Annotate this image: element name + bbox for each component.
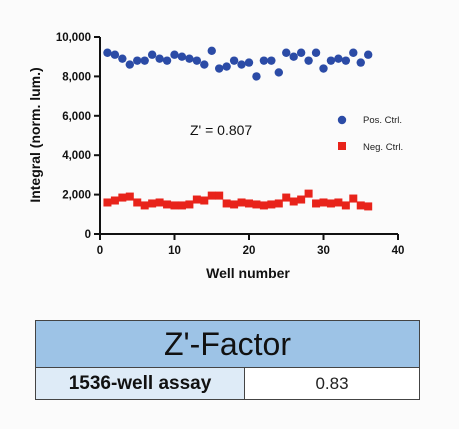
neg-ctrl-point (245, 199, 253, 208)
neg-ctrl-point (289, 197, 298, 206)
neg-ctrl-point (207, 191, 216, 200)
pos-ctrl-point (304, 56, 313, 65)
neg-ctrl-point (215, 191, 224, 200)
pos-ctrl-point (349, 48, 358, 57)
y-tick-label: 10,000 (56, 32, 91, 44)
pos-ctrl-point (192, 56, 202, 65)
neg-ctrl-point (319, 198, 328, 207)
z-prime-annotation: Z' = 0.807 (190, 122, 252, 138)
pos-ctrl-point (364, 50, 373, 59)
pos-ctrl-point (319, 64, 328, 73)
y-tick-label: 4,000 (62, 150, 91, 162)
neg-ctrl-point (341, 201, 350, 210)
pos-ctrl-point (155, 54, 164, 63)
neg-ctrl-point (282, 193, 291, 202)
neg-ctrl-point (312, 199, 321, 208)
pos-ctrl-point (334, 54, 343, 63)
neg-ctrl-point (103, 198, 112, 207)
neg-ctrl-point (185, 200, 194, 209)
neg-ctrl-point (163, 200, 172, 209)
neg-ctrl-point (259, 201, 268, 210)
pos-ctrl-point (147, 50, 157, 59)
pos-ctrl-point (274, 68, 283, 77)
pos-ctrl-point (200, 60, 209, 69)
pos-ctrl-point (125, 60, 134, 69)
legend-neg-label: Neg. Ctrl. (363, 142, 403, 153)
neg-ctrl-point (222, 199, 231, 208)
neg-ctrl-point (110, 196, 119, 205)
pos-ctrl-point (185, 54, 194, 63)
x-axis-title: Well number (206, 265, 290, 281)
neg-ctrl-point (155, 198, 164, 207)
neg-ctrl-point (125, 192, 134, 201)
neg-ctrl-point (200, 196, 209, 205)
z-factor-table: Z'-Factor 1536-well assay 0.83 (35, 320, 420, 400)
pos-ctrl-point (162, 56, 172, 65)
pos-ctrl-point (133, 56, 142, 65)
pos-ctrl-point (118, 54, 127, 63)
neg-ctrl-point (140, 201, 149, 210)
assay-label: 1536-well assay (36, 368, 245, 399)
neg-ctrl-point (326, 199, 335, 208)
table-row: 1536-well assay 0.83 (36, 368, 419, 399)
pos-ctrl-point (252, 72, 261, 81)
neg-ctrl-point (118, 193, 127, 202)
y-tick-label: 2,000 (62, 190, 91, 202)
pos-ctrl-point (296, 48, 306, 57)
neg-ctrl-point (252, 200, 261, 209)
neg-ctrl-point (349, 194, 358, 203)
neg-ctrl-point (237, 198, 246, 207)
pos-ctrl-point (177, 52, 187, 61)
pos-ctrl-point (267, 56, 276, 65)
z-factor-value: 0.83 (245, 368, 419, 399)
pos-ctrl-point (222, 62, 231, 71)
pos-ctrl-point (244, 58, 254, 67)
x-tick-label: 0 (97, 245, 103, 257)
neg-ctrl-point (177, 201, 186, 210)
pos-ctrl-point (326, 56, 336, 65)
y-tick-label: 6,000 (62, 111, 91, 123)
pos-ctrl-point (103, 48, 112, 57)
legend-pos-label: Pos. Ctrl. (363, 115, 402, 126)
legend-pos-marker (337, 115, 347, 125)
neg-ctrl-point (267, 200, 276, 209)
pos-ctrl-point (311, 48, 321, 57)
x-tick-label: 30 (317, 245, 330, 257)
pos-ctrl-point (110, 50, 120, 59)
legend-neg-marker (338, 142, 346, 150)
pos-ctrl-point (289, 52, 298, 61)
neg-ctrl-point (334, 198, 343, 207)
neg-ctrl-point (192, 195, 201, 204)
pos-ctrl-point (282, 48, 291, 57)
y-axis-title: Integral (norm. lum.) (27, 67, 43, 202)
neg-ctrl-point (364, 202, 373, 211)
neg-ctrl-point (133, 198, 142, 207)
neg-ctrl-point (148, 199, 157, 208)
y-tick-label: 8,000 (62, 71, 91, 83)
y-tick-label: 0 (85, 229, 91, 241)
neg-ctrl-point (274, 199, 283, 208)
pos-ctrl-point (259, 56, 269, 65)
pos-ctrl-point (237, 60, 246, 69)
neg-ctrl-point (230, 200, 239, 209)
pos-ctrl-point (356, 58, 365, 67)
pos-ctrl-point (207, 46, 216, 55)
pos-ctrl-point (140, 56, 149, 65)
pos-ctrl-point (170, 50, 179, 59)
z-factor-header: Z'-Factor (36, 321, 419, 368)
x-tick-label: 40 (392, 245, 405, 257)
pos-ctrl-point (215, 64, 224, 73)
neg-ctrl-point (304, 189, 313, 198)
neg-ctrl-point (297, 195, 306, 204)
pos-ctrl-point (341, 56, 351, 65)
legend: Pos. Ctrl. Neg. Ctrl. (337, 115, 403, 153)
scatter-chart: 0 2,000 4,000 6,000 8,000 10,000 0 10 20 30 40 Wel… (27, 32, 405, 281)
neg-ctrl-point (356, 201, 365, 210)
x-tick-label: 10 (168, 245, 181, 257)
pos-ctrl-point (229, 56, 239, 65)
x-tick-label: 20 (243, 245, 256, 257)
neg-ctrl-point (170, 201, 179, 210)
